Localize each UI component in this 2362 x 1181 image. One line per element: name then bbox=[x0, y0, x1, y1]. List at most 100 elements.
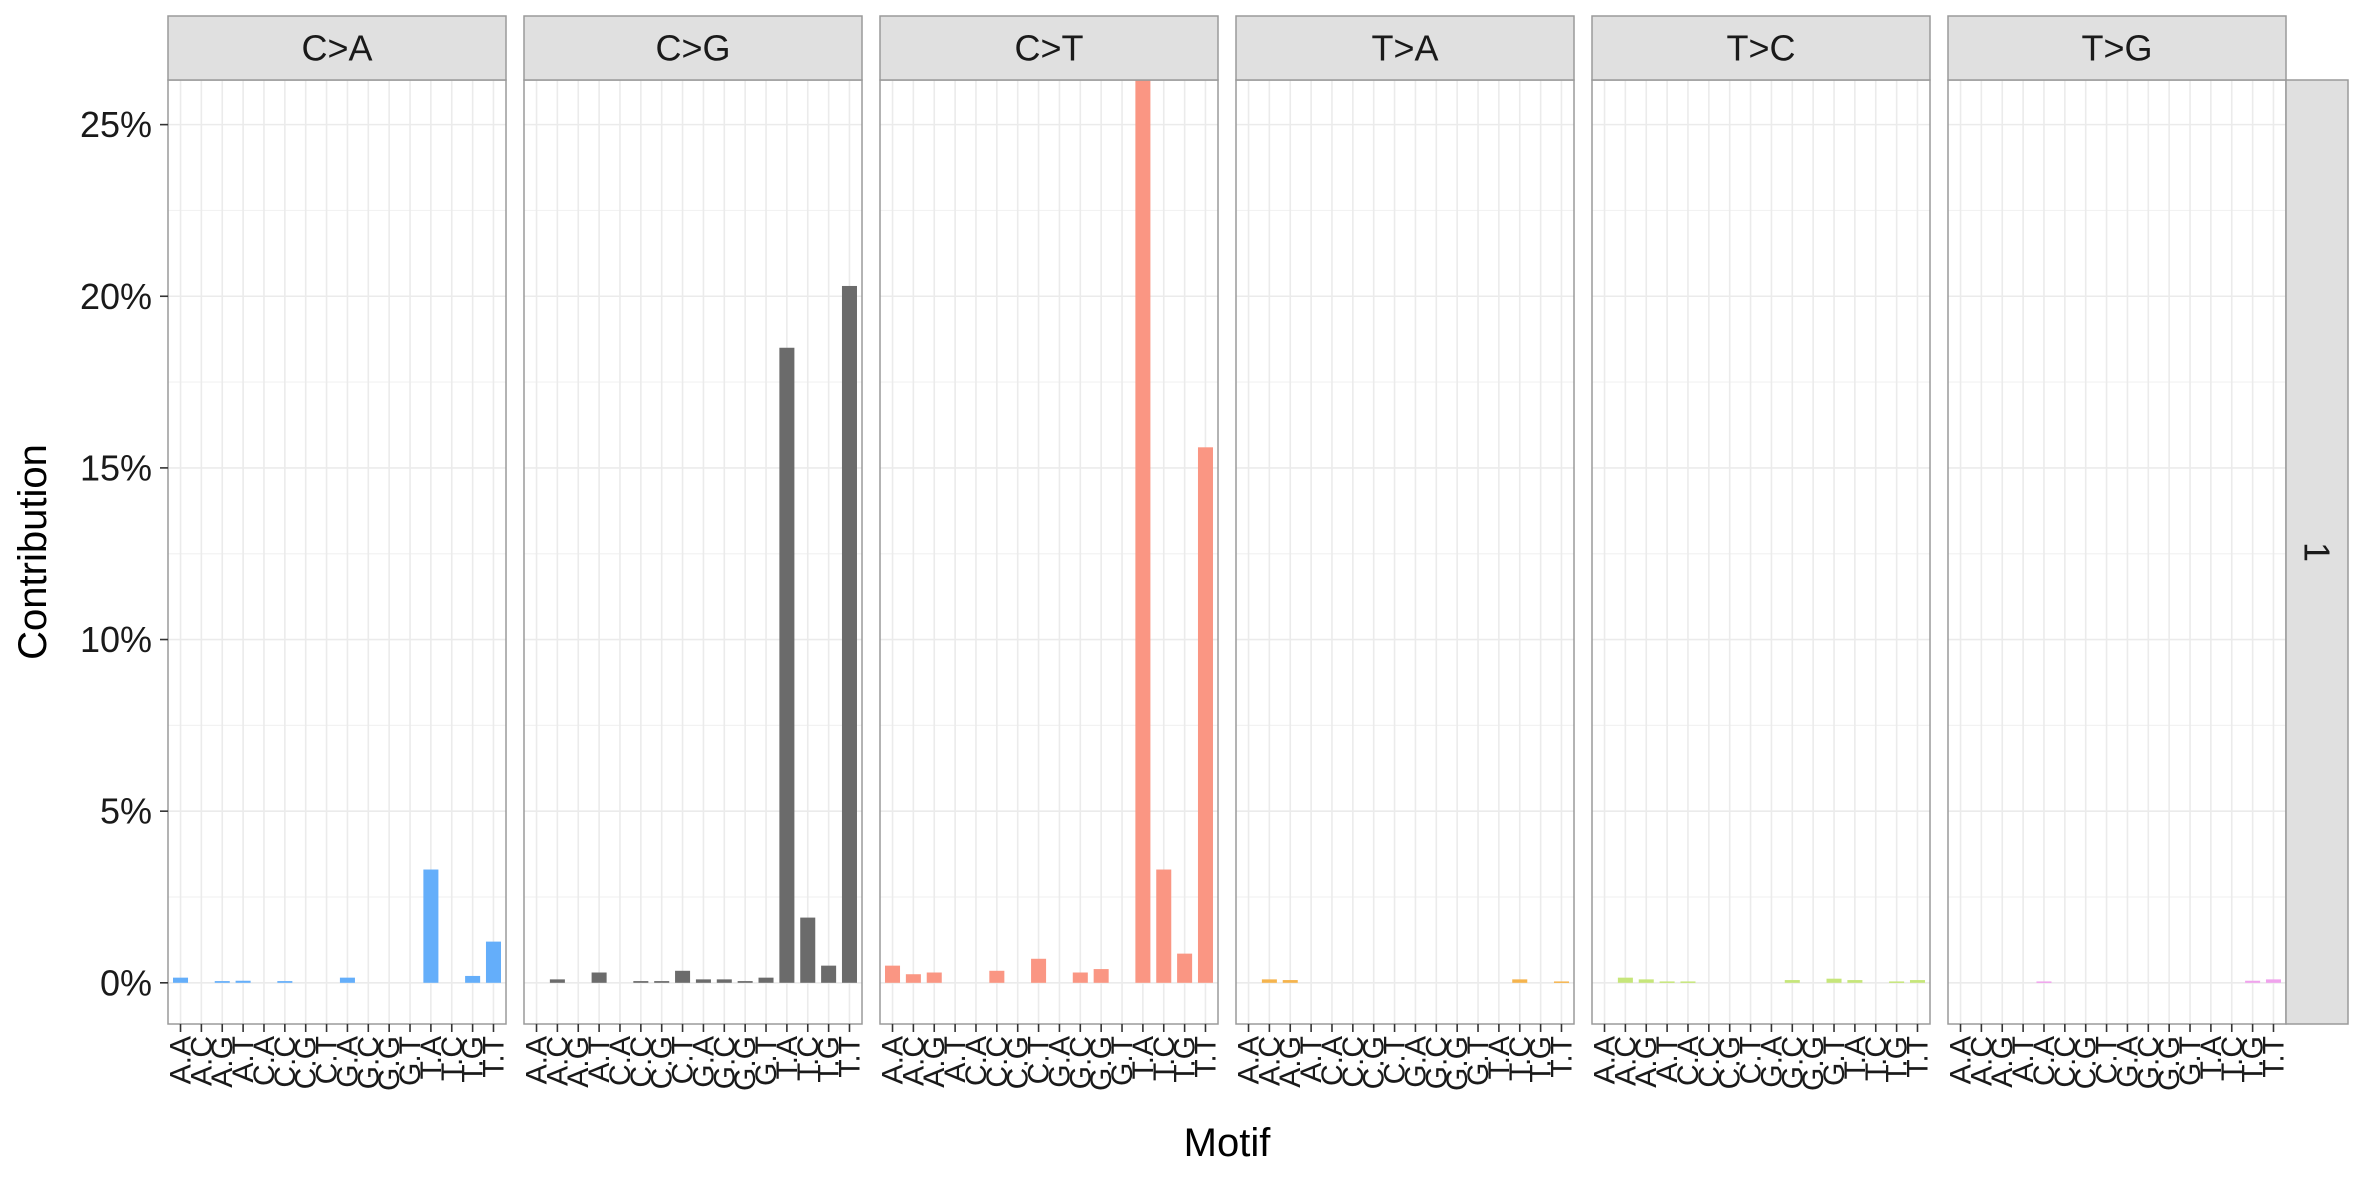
bar bbox=[841, 285, 857, 983]
x-tick-label: G.A bbox=[2111, 1036, 2144, 1088]
x-tick-label: G.T bbox=[750, 1036, 783, 1086]
bar bbox=[1282, 980, 1298, 983]
x-tick-label: A.T bbox=[2007, 1036, 2040, 1083]
bar bbox=[277, 981, 293, 983]
bar bbox=[2265, 979, 2281, 983]
x-tick-label: T.C bbox=[1504, 1036, 1537, 1081]
bar bbox=[1680, 981, 1696, 983]
x-tick-label: C.C bbox=[981, 1036, 1014, 1088]
facet-strip-label: C>A bbox=[301, 28, 372, 69]
x-tick-label: T.C bbox=[1148, 1036, 1181, 1081]
bar bbox=[1617, 977, 1633, 983]
bar bbox=[1909, 980, 1925, 983]
x-tick-label: G.C bbox=[708, 1036, 741, 1089]
y-tick-label: 20% bbox=[80, 276, 152, 317]
facet-strip bbox=[523, 15, 863, 81]
bar bbox=[1031, 958, 1047, 983]
bar bbox=[989, 970, 1005, 983]
bar bbox=[1072, 972, 1088, 983]
x-tick-label: C.T bbox=[1379, 1036, 1412, 1084]
x-tick-label: C.G bbox=[1002, 1036, 1035, 1089]
panel-background bbox=[1592, 80, 1930, 1024]
panels-layer: C>AA.AA.CA.GA.TC.AC.CC.GC.TG.AG.CG.GG.TT… bbox=[165, 15, 2290, 1091]
facet-panel-TtoC: T>CA.AA.CA.GA.TC.AC.CC.GC.TG.AG.CG.GG.TT… bbox=[1589, 15, 1934, 1091]
x-tick-label: G.A bbox=[331, 1036, 364, 1088]
x-tick-label: T.G bbox=[1169, 1036, 1202, 1083]
x-tick-label: T.A bbox=[1127, 1036, 1160, 1079]
x-tick-label: G.C bbox=[352, 1036, 385, 1089]
bar bbox=[1512, 979, 1528, 983]
x-tick-label: A.T bbox=[939, 1036, 972, 1083]
x-tick-label: G.A bbox=[687, 1036, 720, 1088]
bar bbox=[821, 965, 837, 983]
x-tick-label: A.T bbox=[1651, 1036, 1684, 1083]
x-tick-label: G.G bbox=[1441, 1036, 1474, 1091]
x-tick-label: G.C bbox=[2132, 1036, 2165, 1089]
facet-strip-label: C>G bbox=[655, 28, 730, 69]
x-tick-label: T.A bbox=[1839, 1036, 1872, 1079]
facet-strip bbox=[879, 15, 1219, 81]
x-tick-label: T.T bbox=[1901, 1036, 1934, 1078]
x-tick-label: A.G bbox=[1986, 1036, 2019, 1088]
x-tick-label: G.T bbox=[1106, 1036, 1139, 1086]
bar bbox=[591, 972, 607, 983]
bar bbox=[1093, 969, 1109, 983]
x-tick-label: C.C bbox=[269, 1036, 302, 1088]
x-tick-label: T.C bbox=[436, 1036, 469, 1081]
row-strip-label: 1 bbox=[2297, 542, 2338, 562]
x-tick-label: C.T bbox=[311, 1036, 344, 1084]
bar bbox=[1847, 980, 1863, 983]
panel-background bbox=[880, 80, 1218, 1024]
x-tick-label: C.A bbox=[248, 1036, 281, 1086]
x-tick-label: A.G bbox=[562, 1036, 595, 1088]
x-tick-label: G.C bbox=[1064, 1036, 1097, 1089]
x-tick-label: A.A bbox=[1589, 1036, 1622, 1084]
panel-background bbox=[1948, 80, 2286, 1024]
facet-strip-label: T>G bbox=[2081, 28, 2152, 69]
x-tick-label: A.A bbox=[1233, 1036, 1266, 1084]
x-tick-label: G.T bbox=[1818, 1036, 1851, 1086]
x-tick-label: A.G bbox=[1630, 1036, 1663, 1088]
x-tick-label: T.A bbox=[1483, 1036, 1516, 1079]
bar bbox=[779, 347, 795, 983]
facet-panel-CtoA: C>AA.AA.CA.GA.TC.AC.CC.GC.TG.AG.CG.GG.TT… bbox=[165, 15, 510, 1091]
facet-strip bbox=[1591, 15, 1931, 81]
bar bbox=[800, 917, 816, 983]
x-tick-label: C.A bbox=[960, 1036, 993, 1086]
panel-background bbox=[1236, 80, 1574, 1024]
x-tick-label: G.T bbox=[2174, 1036, 2207, 1086]
x-tick-label: C.G bbox=[2070, 1036, 2103, 1089]
facet-strip-label: T>C bbox=[1726, 28, 1795, 69]
bar bbox=[885, 965, 901, 983]
x-tick-label: T.C bbox=[1860, 1036, 1893, 1081]
bar bbox=[1889, 981, 1905, 983]
x-tick-label: T.T bbox=[833, 1036, 866, 1078]
x-tick-label: C.C bbox=[625, 1036, 658, 1088]
facet-panel-CtoG: C>GA.AA.CA.GA.TC.AC.CC.GC.TG.AG.CG.GG.TT… bbox=[521, 15, 866, 1091]
x-tick-label: G.C bbox=[1420, 1036, 1453, 1089]
bar bbox=[695, 979, 711, 983]
x-tick-label: A.A bbox=[877, 1036, 910, 1084]
x-tick-label: A.C bbox=[1609, 1036, 1642, 1086]
x-tick-label: G.G bbox=[2153, 1036, 2186, 1091]
x-tick-label: T.T bbox=[1189, 1036, 1222, 1078]
facet-strip bbox=[1947, 15, 2287, 81]
x-tick-label: C.G bbox=[646, 1036, 679, 1089]
x-tick-label: A.A bbox=[521, 1036, 554, 1084]
bar bbox=[549, 979, 565, 983]
y-tick-label: 15% bbox=[80, 447, 152, 488]
y-tick-label: 10% bbox=[80, 619, 152, 660]
bar bbox=[716, 979, 732, 983]
y-tick-label: 25% bbox=[80, 104, 152, 145]
x-tick-label: C.A bbox=[2028, 1036, 2061, 1086]
x-tick-label: G.G bbox=[373, 1036, 406, 1091]
bar bbox=[339, 977, 355, 983]
x-tick-label: G.A bbox=[1755, 1036, 1788, 1088]
x-tick-label: G.A bbox=[1399, 1036, 1432, 1088]
x-tick-label: T.G bbox=[813, 1036, 846, 1083]
x-tick-label: A.A bbox=[165, 1036, 198, 1084]
x-tick-label: G.T bbox=[394, 1036, 427, 1086]
bar bbox=[758, 977, 774, 983]
x-tick-label: T.T bbox=[1545, 1036, 1578, 1078]
